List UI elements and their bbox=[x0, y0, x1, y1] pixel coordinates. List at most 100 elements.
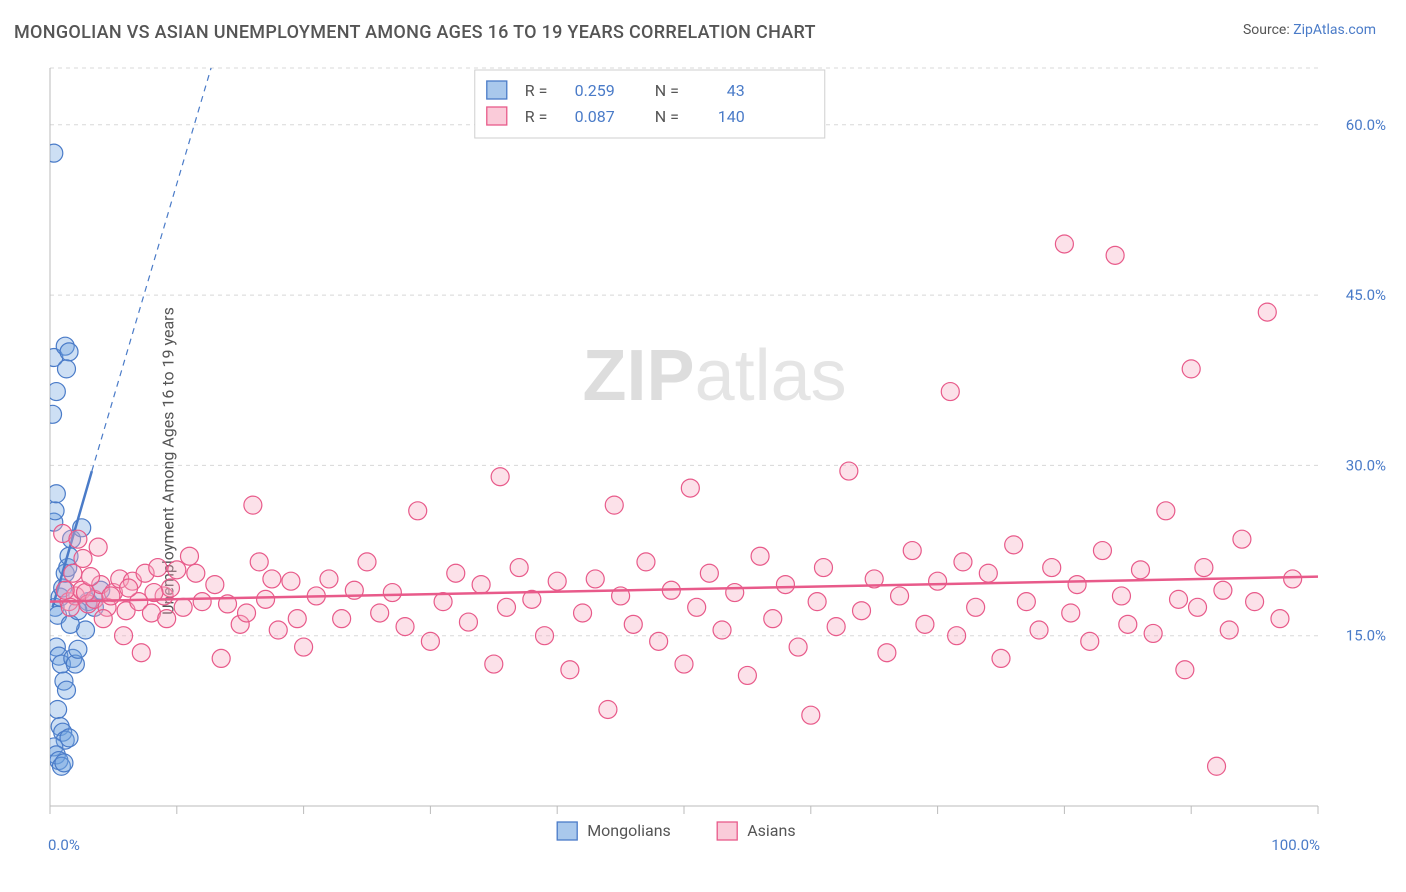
point-asians bbox=[738, 666, 756, 684]
point-asians bbox=[967, 598, 985, 616]
point-asians bbox=[1043, 559, 1061, 577]
point-asians bbox=[1106, 246, 1124, 264]
point-asians bbox=[916, 615, 934, 633]
point-asians bbox=[764, 610, 782, 628]
y-tick-label: 60.0% bbox=[1346, 116, 1386, 134]
point-asians bbox=[1170, 590, 1188, 608]
point-asians bbox=[409, 502, 427, 520]
point-asians bbox=[1112, 587, 1130, 605]
point-asians bbox=[193, 593, 211, 611]
point-asians bbox=[1195, 559, 1213, 577]
point-asians bbox=[187, 564, 205, 582]
point-asians bbox=[1055, 235, 1073, 253]
point-asians bbox=[681, 479, 699, 497]
point-asians bbox=[1284, 570, 1302, 588]
legend-swatch-mongolians bbox=[487, 81, 507, 99]
point-asians bbox=[238, 604, 256, 622]
legend-n-label: N = bbox=[655, 81, 679, 100]
point-asians bbox=[459, 613, 477, 631]
point-asians bbox=[115, 627, 133, 645]
point-asians bbox=[1030, 621, 1048, 639]
point-asians bbox=[605, 496, 623, 514]
point-asians bbox=[992, 649, 1010, 667]
point-asians bbox=[1246, 593, 1264, 611]
point-asians bbox=[174, 598, 192, 616]
point-asians bbox=[853, 602, 871, 620]
source-link[interactable]: ZipAtlas.com bbox=[1293, 22, 1376, 38]
point-asians bbox=[726, 584, 744, 602]
legend-r-value-asians: 0.087 bbox=[575, 107, 615, 126]
point-asians bbox=[212, 649, 230, 667]
point-asians bbox=[295, 638, 313, 656]
legend-n-label: N = bbox=[655, 107, 679, 126]
point-asians bbox=[1220, 621, 1238, 639]
point-asians bbox=[561, 661, 579, 679]
source-prefix: Source: bbox=[1243, 22, 1293, 38]
point-asians bbox=[371, 604, 389, 622]
point-asians bbox=[1182, 360, 1200, 378]
point-asians bbox=[548, 572, 566, 590]
point-mongolians bbox=[57, 360, 75, 378]
point-asians bbox=[491, 468, 509, 486]
point-asians bbox=[82, 568, 100, 586]
point-mongolians bbox=[69, 640, 87, 658]
point-asians bbox=[840, 462, 858, 480]
point-asians bbox=[472, 576, 490, 594]
x-tick-label: 0.0% bbox=[48, 836, 80, 854]
legend-n-value-asians: 140 bbox=[718, 107, 745, 126]
point-asians bbox=[878, 644, 896, 662]
legend-r-value-mongolians: 0.259 bbox=[575, 81, 615, 100]
point-mongolians bbox=[55, 754, 73, 772]
point-asians bbox=[979, 564, 997, 582]
point-asians bbox=[650, 632, 668, 650]
y-tick-label: 45.0% bbox=[1346, 286, 1386, 304]
point-asians bbox=[1017, 593, 1035, 611]
point-asians bbox=[333, 610, 351, 628]
point-asians bbox=[161, 579, 179, 597]
point-asians bbox=[929, 572, 947, 590]
point-mongolians bbox=[48, 405, 62, 423]
point-mongolians bbox=[48, 485, 65, 503]
point-mongolians bbox=[48, 144, 63, 162]
point-mongolians bbox=[49, 700, 67, 718]
point-asians bbox=[244, 496, 262, 514]
bottom-label-mongolians: Mongolians bbox=[587, 821, 671, 840]
point-asians bbox=[149, 559, 167, 577]
y-tick-label: 30.0% bbox=[1346, 456, 1386, 474]
point-asians bbox=[77, 584, 95, 602]
point-asians bbox=[168, 561, 186, 579]
point-asians bbox=[421, 632, 439, 650]
point-asians bbox=[74, 549, 92, 567]
point-mongolians bbox=[60, 343, 78, 361]
point-asians bbox=[89, 538, 107, 556]
point-asians bbox=[158, 610, 176, 628]
point-asians bbox=[700, 564, 718, 582]
point-asians bbox=[383, 584, 401, 602]
point-mongolians bbox=[48, 383, 65, 401]
point-asians bbox=[269, 621, 287, 639]
point-asians bbox=[1214, 581, 1232, 599]
y-tick-label: 15.0% bbox=[1346, 627, 1386, 645]
point-asians bbox=[250, 553, 268, 571]
point-asians bbox=[1119, 615, 1137, 633]
point-asians bbox=[827, 618, 845, 636]
point-asians bbox=[802, 706, 820, 724]
bottom-swatch-mongolians bbox=[557, 822, 577, 840]
point-asians bbox=[948, 627, 966, 645]
watermark: ZIPatlas bbox=[583, 336, 847, 416]
point-asians bbox=[688, 598, 706, 616]
x-tick-label: 100.0% bbox=[1271, 836, 1320, 854]
point-asians bbox=[891, 587, 909, 605]
point-asians bbox=[586, 570, 604, 588]
trend-dash-mongolians bbox=[92, 60, 278, 471]
point-asians bbox=[1068, 576, 1086, 594]
point-asians bbox=[1093, 542, 1111, 560]
chart-title: MONGOLIAN VS ASIAN UNEMPLOYMENT AMONG AG… bbox=[14, 22, 816, 43]
point-asians bbox=[206, 576, 224, 594]
point-asians bbox=[69, 530, 87, 548]
point-asians bbox=[1208, 757, 1226, 775]
point-asians bbox=[120, 579, 138, 597]
point-asians bbox=[263, 570, 281, 588]
point-asians bbox=[434, 593, 452, 611]
point-asians bbox=[282, 572, 300, 590]
